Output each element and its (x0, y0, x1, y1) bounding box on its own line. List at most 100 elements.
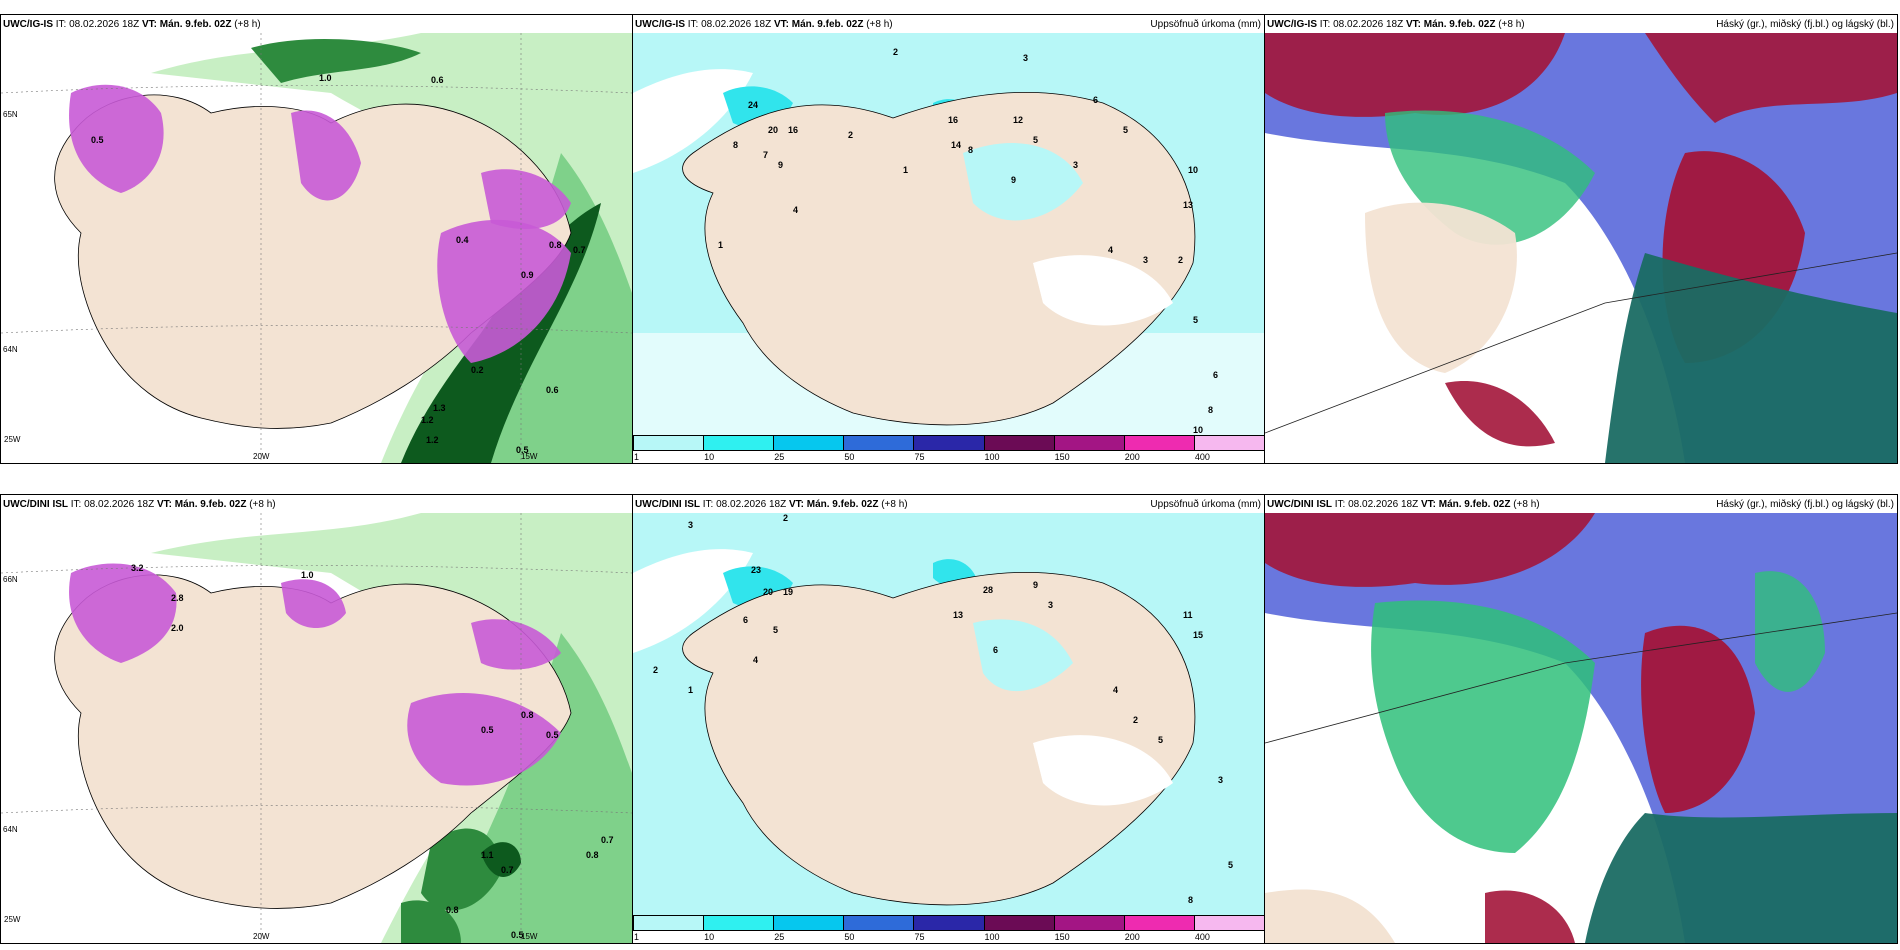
lead-time: (+8 h) (881, 499, 908, 510)
legend-swatch (983, 435, 1055, 451)
precip-label: 2 (653, 665, 658, 675)
precip-label: 0.5 (516, 445, 529, 455)
vt-label: VT: Mán. 9.feb. 02Z (773, 19, 864, 30)
legend-tick: 150 (1054, 452, 1070, 462)
precip-label: 4 (1113, 685, 1118, 695)
color-legend: 1 10 25 50 75 100 150 200 400 (633, 435, 1264, 463)
precip-label: 12 (1013, 115, 1023, 125)
precip-label: 0.8 (586, 850, 599, 860)
precip-label: 20 (763, 587, 773, 597)
legend-swatch (913, 435, 985, 451)
cloud-cover-map (1265, 33, 1897, 463)
legend-tick: 200 (1124, 932, 1140, 942)
model-name: UWC/DINI ISL (3, 499, 68, 510)
precip-label: 16 (788, 125, 798, 135)
precip-label: 2 (1133, 715, 1138, 725)
precip-label: 6 (993, 645, 998, 655)
precip-label: 1.3 (433, 403, 446, 413)
precip-label: 1 (718, 240, 723, 250)
precip-label: 2 (893, 47, 898, 57)
panel-header: UWC/DINI ISL IT: 08.02.2026 18Z VT: Mán.… (1265, 495, 1897, 515)
precip-label: 6 (1213, 370, 1218, 380)
precip-label: 0.5 (511, 930, 524, 940)
legend-tick: 75 (914, 452, 925, 462)
it-label: IT: (70, 499, 82, 510)
precip-label: 0.7 (501, 865, 514, 875)
product-title: Háský (gr.), miðský (fj.bl.) og lágský (… (1716, 19, 1894, 30)
it-label: IT: (687, 19, 699, 30)
precip-label: 1.2 (421, 415, 434, 425)
legend-tick: 25 (774, 932, 785, 942)
legend-tick: 50 (844, 932, 855, 942)
it-value: 08.02.2026 18Z (1348, 499, 1419, 510)
panel-header: UWC/DINI ISL IT: 08.02.2026 18Z VT: Mán.… (633, 495, 1264, 515)
vt-label: VT: Mán. 9.feb. 02Z (1420, 499, 1511, 510)
lat-label: 66N (3, 575, 18, 584)
precip-label: 8 (733, 140, 738, 150)
precip-label: 0.8 (521, 710, 534, 720)
it-value: 08.02.2026 18Z (716, 499, 787, 510)
lead-time: (+8 h) (249, 499, 276, 510)
lon-label: 20W (253, 932, 270, 941)
legend-tick: 100 (984, 452, 1000, 462)
vt-label: VT: Mán. 9.feb. 02Z (1405, 19, 1496, 30)
it-value: 08.02.2026 18Z (69, 19, 140, 30)
panel-dini-isl-wind: UWC/DINI ISL IT: 08.02.2026 18Z VT: Mán.… (0, 494, 633, 944)
lead-time: (+8 h) (866, 19, 893, 30)
accum-precip-map: 3 2 23 20 19 6 5 4 2 1 13 28 9 3 6 11 15… (633, 513, 1264, 917)
precip-label: 3 (1218, 775, 1223, 785)
precip-label: 1.0 (301, 570, 314, 580)
precip-label: 0.7 (601, 835, 614, 845)
model-name: UWC/DINI ISL (1267, 499, 1332, 510)
precip-label: 0.8 (549, 240, 562, 250)
precip-label: 13 (953, 610, 963, 620)
precip-label: 5 (1193, 315, 1198, 325)
legend-tick: 100 (984, 932, 1000, 942)
precip-label: 0.9 (521, 270, 534, 280)
precip-label: 5 (1228, 860, 1233, 870)
model-name: UWC/DINI ISL (635, 499, 700, 510)
legend-swatch (1193, 435, 1264, 451)
lat-label: 64N (3, 345, 18, 354)
panel-header: UWC/IG-IS IT: 08.02.2026 18Z VT: Mán. 9.… (1265, 15, 1897, 35)
legend-tick: 400 (1194, 452, 1210, 462)
legend-swatch (1123, 435, 1195, 451)
precip-label: 0.7 (573, 245, 586, 255)
precip-label: 6 (743, 615, 748, 625)
precip-label: 14 (951, 140, 961, 150)
precip-label: 0.8 (446, 905, 459, 915)
precip-label: 0.2 (471, 365, 484, 375)
precip-label: 9 (1011, 175, 1016, 185)
lon-label: 15W (521, 932, 538, 941)
lat-label: 65N (3, 110, 18, 119)
it-label: IT: (55, 19, 67, 30)
precip-label: 10 (1193, 425, 1203, 435)
panel-ig-is-wind: UWC/IG-IS IT: 08.02.2026 18Z VT: Mán. 9.… (0, 14, 633, 464)
panel-dini-isl-accum-precip: UWC/DINI ISL IT: 08.02.2026 18Z VT: Mán.… (632, 494, 1265, 944)
it-value: 08.02.2026 18Z (1333, 19, 1404, 30)
panel-header: UWC/IG-IS IT: 08.02.2026 18Z VT: Mán. 9.… (633, 15, 1264, 35)
it-label: IT: (1319, 19, 1331, 30)
legend-swatch (703, 915, 775, 931)
precip-label: 1.2 (426, 435, 439, 445)
precip-label: 0.4 (456, 235, 469, 245)
lon-label: 20W (253, 452, 270, 461)
precip-label: 2 (848, 130, 853, 140)
precip-label: 3 (1143, 255, 1148, 265)
precip-label: 9 (1033, 580, 1038, 590)
precip-label: 2.0 (171, 623, 184, 633)
precip-label: 4 (1108, 245, 1113, 255)
precip-label: 2 (783, 513, 788, 523)
legend-swatch (1053, 435, 1125, 451)
legend-swatch (773, 435, 845, 451)
precip-label: 0.5 (546, 730, 559, 740)
precip-label: 0.5 (91, 135, 104, 145)
precip-label: 0.6 (431, 75, 444, 85)
legend-swatch (703, 435, 775, 451)
precip-label: 19 (783, 587, 793, 597)
it-value: 08.02.2026 18Z (701, 19, 772, 30)
precip-label: 3 (688, 520, 693, 530)
legend-swatch (843, 915, 915, 931)
precip-label: 1.1 (481, 850, 494, 860)
precip-label: 8 (968, 145, 973, 155)
